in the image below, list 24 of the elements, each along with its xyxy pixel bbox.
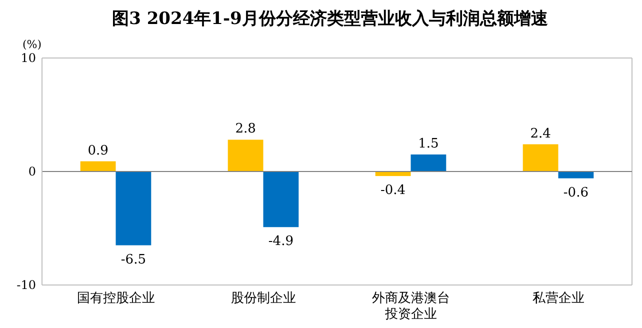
data-label: -0.4: [380, 183, 406, 198]
data-label: 2.4: [530, 126, 551, 142]
bar: [263, 172, 299, 228]
x-tick-label: 股份制企业: [230, 291, 296, 306]
bar: [80, 161, 116, 172]
bar: [558, 172, 594, 178]
bar: [410, 154, 446, 172]
data-label: -4.9: [268, 234, 294, 250]
data-label: 2.8: [235, 122, 256, 137]
data-label: 0.9: [88, 143, 108, 158]
data-label: -0.6: [563, 185, 588, 200]
x-tick-label: 外商及港澳台投资企业: [372, 291, 450, 322]
y-tick-label: -10: [16, 278, 36, 292]
bar: [522, 144, 558, 172]
data-label: -6.5: [120, 252, 146, 268]
chart-title: 图3 2024年1-9月份分经济类型营业收入与利润总额增速: [112, 9, 548, 29]
y-tick-label: 0: [28, 164, 36, 178]
bar: [228, 140, 264, 172]
bar: [116, 172, 152, 246]
y-axis-title: (%): [22, 38, 42, 51]
x-tick-label: 国有控股企业: [76, 291, 155, 306]
x-tick-label: 私营企业: [532, 291, 584, 306]
data-label: 1.5: [418, 136, 439, 152]
y-tick-label: 10: [20, 50, 36, 65]
